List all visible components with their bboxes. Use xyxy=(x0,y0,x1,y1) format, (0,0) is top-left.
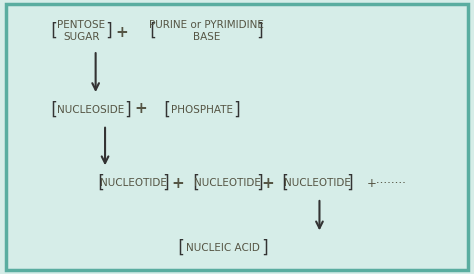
Text: NUCLEOTIDE: NUCLEOTIDE xyxy=(283,178,351,188)
Text: ]: ] xyxy=(255,174,265,192)
Text: [: [ xyxy=(279,174,290,192)
Text: ]: ] xyxy=(232,101,242,119)
Text: +: + xyxy=(172,176,184,191)
Text: NUCLEOTIDE: NUCLEOTIDE xyxy=(194,178,261,188)
Text: ]: ] xyxy=(260,239,270,257)
Text: [: [ xyxy=(48,101,58,119)
Text: ]: ] xyxy=(345,174,355,192)
Text: PHOSPHATE: PHOSPHATE xyxy=(171,105,233,115)
Text: ]: ] xyxy=(161,174,171,192)
FancyBboxPatch shape xyxy=(6,4,468,270)
Text: +: + xyxy=(261,176,274,191)
Text: [: [ xyxy=(176,239,186,257)
Text: PENTOSE
SUGAR: PENTOSE SUGAR xyxy=(57,21,106,42)
Text: [: [ xyxy=(147,22,157,40)
Text: [: [ xyxy=(190,174,200,192)
Text: +········: +········ xyxy=(366,177,407,190)
Text: NUCLEOTIDE: NUCLEOTIDE xyxy=(100,178,167,188)
Text: [: [ xyxy=(162,101,172,119)
Text: [: [ xyxy=(48,22,58,40)
Text: NUCLEIC ACID: NUCLEIC ACID xyxy=(186,243,260,253)
Text: +: + xyxy=(115,25,128,40)
Text: +: + xyxy=(134,101,147,116)
Text: [: [ xyxy=(96,174,106,192)
Text: ]: ] xyxy=(123,101,133,119)
Text: NUCLEOSIDE: NUCLEOSIDE xyxy=(57,105,125,115)
Text: ]: ] xyxy=(104,22,115,40)
Text: ]: ] xyxy=(255,22,265,40)
Text: PURINE or PYRIMIDINE
BASE: PURINE or PYRIMIDINE BASE xyxy=(149,21,264,42)
